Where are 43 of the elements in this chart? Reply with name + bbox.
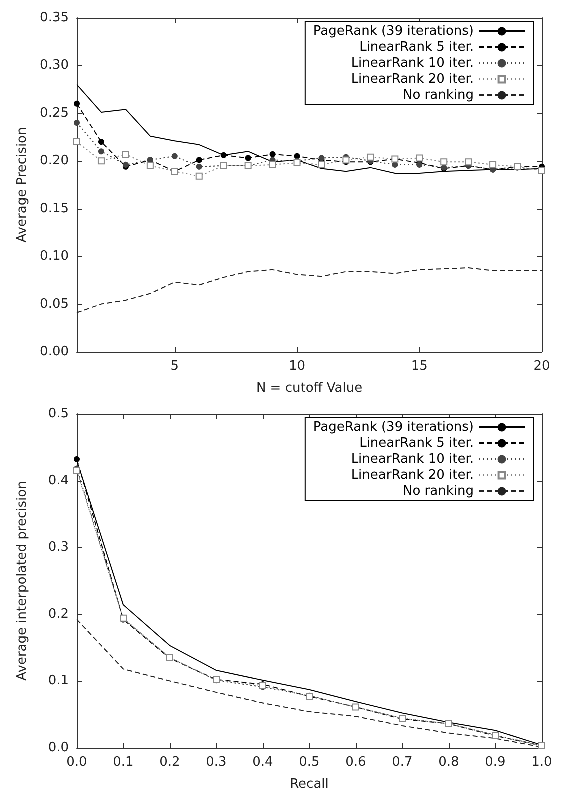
x-tick-label: 0.9: [485, 755, 506, 770]
x-tick-label: 20: [534, 359, 550, 374]
x-tick-label: 0.0: [66, 755, 88, 770]
x-tick-label: 0.7: [392, 755, 413, 770]
x-axis-title: N = cutoff Value: [256, 381, 363, 396]
legend-label: LinearRank 20 iter.: [351, 468, 474, 483]
legend-label: No ranking: [403, 484, 474, 499]
y-tick-label: 0.4: [48, 473, 69, 488]
x-tick-label: 5: [170, 359, 180, 374]
y-tick-label: 0.15: [40, 201, 69, 216]
legend-label: No ranking: [403, 88, 474, 103]
y-tick-label: 0.20: [40, 154, 69, 169]
legend-label: LinearRank 5 iter.: [360, 436, 474, 451]
x-tick-label: 0.6: [346, 755, 366, 770]
legend-label: PageRank (39 iterations): [313, 24, 474, 39]
y-axis-title: Average Precision: [15, 127, 30, 243]
x-tick-label: 10: [288, 359, 306, 374]
y-tick-label: 0.2: [48, 606, 69, 622]
y-tick-label: 0.5: [48, 406, 69, 422]
legend-label: LinearRank 20 iter.: [351, 72, 474, 87]
x-tick-label: 0.8: [438, 755, 460, 770]
x-tick-label: 0.2: [160, 755, 180, 770]
y-tick-label: 0.3: [48, 540, 69, 556]
y-tick-label: 0.35: [40, 10, 69, 26]
y-tick-label: 0.05: [40, 296, 69, 312]
x-axis-title: Recall: [290, 777, 329, 792]
y-tick-label: 0.0: [48, 740, 69, 756]
x-tick-label: 0.4: [252, 755, 274, 770]
y-tick-label: 0.00: [40, 344, 69, 360]
y-axis-title: Average interpolated precision: [15, 481, 30, 681]
x-tick-label: 0.5: [299, 755, 320, 770]
y-tick-label: 0.10: [40, 249, 69, 264]
y-tick-label: 0.1: [48, 674, 69, 689]
y-tick-label: 0.25: [40, 106, 69, 121]
legend-label: PageRank (39 iterations): [313, 420, 474, 435]
x-tick-label: 0.3: [206, 755, 227, 770]
legend-label: LinearRank 10 iter.: [351, 56, 474, 71]
legend-label: LinearRank 10 iter.: [351, 452, 474, 467]
x-tick-label: 15: [411, 359, 428, 374]
x-tick-label: 0.1: [113, 755, 134, 770]
y-tick-label: 0.30: [40, 58, 69, 74]
legend-label: LinearRank 5 iter.: [360, 40, 474, 55]
x-tick-label: 1.0: [532, 755, 552, 770]
